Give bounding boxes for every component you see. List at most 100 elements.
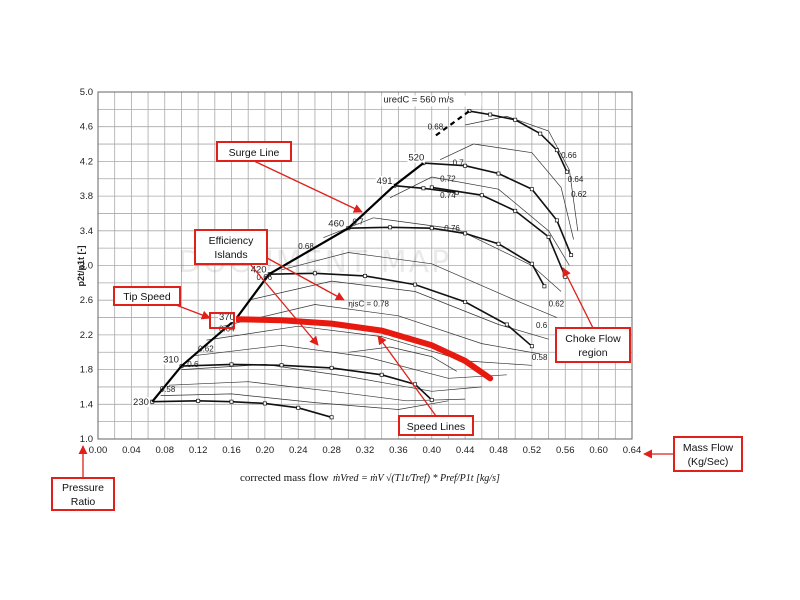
efficiency-label: 0.68: [298, 242, 314, 251]
y-tick-label: 2.2: [80, 330, 93, 341]
x-tick-label: 0.20: [256, 445, 275, 456]
x-tick-label: 0.12: [189, 445, 208, 456]
efficiency-label: 0.62: [571, 190, 587, 199]
speed-line-marker: [296, 405, 301, 410]
speed-line-marker: [196, 398, 201, 403]
speed-line-marker: [554, 218, 559, 223]
speed-line-marker: [513, 208, 518, 213]
efficiency-label: 0.64: [568, 175, 584, 184]
speed-line-marker: [463, 231, 468, 236]
efficiency-isoline: [248, 280, 549, 340]
efficiency-isoline: [281, 252, 558, 318]
efficiency-islands-arrow-1: [266, 257, 345, 301]
speed-line-marker: [546, 234, 551, 239]
mass-flow-box: [673, 436, 743, 472]
efficiency-isoline: [389, 176, 570, 266]
speed-title-bg: [381, 95, 482, 107]
efficiency-isoline: [323, 217, 562, 292]
speed-label-bg: [132, 397, 151, 408]
speed-line: [469, 110, 568, 173]
y-tick-label: 5.0: [80, 87, 93, 98]
efficiency-islands-arrow-2: [249, 263, 319, 346]
y-tick-label: 2.6: [80, 295, 93, 306]
x-tick-label: 0.52: [523, 445, 542, 456]
speed-title-label: uredC = 560 m/s: [383, 94, 454, 105]
tip-speed-box: [113, 286, 181, 306]
x-tick-label: 0.08: [156, 445, 175, 456]
speed-line-marker: [496, 241, 501, 246]
speed-label-bg: [407, 152, 426, 163]
pressure-ratio-label-2: Ratio: [71, 496, 96, 508]
speed-line-marker: [429, 398, 434, 402]
pressure-ratio-box: [51, 477, 115, 511]
tip-speed-value-box: [209, 312, 235, 329]
speed-line-marker: [479, 193, 484, 198]
y-tick-label: 4.6: [80, 122, 93, 133]
surge-line-label: Surge Line: [229, 147, 280, 159]
speed-lines-arrow: [377, 335, 437, 417]
speed-line-marker: [329, 415, 334, 420]
efficiency-isoline: [465, 115, 579, 231]
x-tick-label: 0.60: [589, 445, 608, 456]
x-tick-label: 0.44: [456, 445, 475, 456]
speed-lines-label: Speed Lines: [407, 421, 465, 433]
x-tick-label: 0.24: [289, 445, 308, 456]
x-tick-label: 0.28: [322, 445, 341, 456]
speed-line-marker: [529, 344, 534, 349]
speed-line-marker: [504, 322, 509, 327]
surge-line-arrow: [253, 160, 363, 213]
efficiency-isoline: [206, 325, 532, 366]
efficiency-isoline: [181, 364, 482, 392]
efficiency-label: 0.76: [444, 224, 460, 233]
speed-line-marker: [564, 169, 569, 174]
speed-label-bg: [375, 175, 394, 186]
x-axis-formula: ṁVred = ṁV √(T1t/Tref) * Pref/P1t [kg/s]: [333, 473, 500, 484]
speed-line-marker: [329, 365, 334, 370]
speed-line-marker: [529, 187, 534, 192]
x-axis-title: corrected mass flow: [240, 472, 329, 484]
speed-line-marker: [421, 186, 426, 191]
efficiency-label: 0.74: [440, 191, 456, 200]
efficiency-label: 0.72: [440, 174, 456, 183]
y-axis-title: p2t/p1t [-]: [76, 246, 86, 287]
efficiency-label: 0.62: [549, 299, 565, 308]
y-tick-label: 4.2: [80, 156, 93, 167]
efficiency-islands-label-1: Efficiency: [209, 235, 254, 247]
speed-label: 420: [251, 264, 267, 275]
tip-speed-arrow: [175, 304, 211, 320]
speed-line-marker: [429, 185, 434, 190]
pressure-ratio-label-1: Pressure: [62, 482, 104, 494]
y-tick-label: 3.8: [80, 191, 93, 202]
efficiency-label: 0.58: [532, 353, 548, 362]
annotations: Surge Line Efficiency Islands Tip Speed …: [51, 141, 743, 511]
choke-flow-label-1: Choke Flow: [565, 333, 621, 345]
efficiency-label: 0.66: [257, 273, 273, 282]
speed-label: 520: [408, 153, 424, 164]
speed-line-marker: [312, 271, 317, 276]
speed-label-bg: [217, 312, 236, 323]
speed-line-marker: [388, 225, 392, 230]
speed-line-marker: [379, 372, 384, 377]
tip-speed-line: [232, 316, 494, 382]
speed-line-marker: [229, 399, 234, 404]
efficiency-label: 0.6: [187, 360, 199, 369]
efficiency-isoline: [439, 143, 574, 240]
speed-lines: [150, 109, 574, 420]
efficiency-isoline: [223, 304, 541, 355]
speed-line-marker: [513, 117, 518, 122]
y-tick-label: 3.4: [80, 226, 93, 237]
speed-line-marker: [488, 112, 493, 117]
speed-line-marker: [538, 131, 543, 136]
speed-line-marker: [529, 261, 534, 266]
speed-line-marker: [413, 282, 418, 287]
x-tick-label: 0.48: [489, 445, 508, 456]
x-tick-label: 0.64: [623, 445, 642, 456]
efficiency-label: 0.7: [453, 159, 465, 168]
efficiency-isoline: [193, 344, 507, 379]
speed-line-marker: [363, 273, 367, 278]
speed-line: [423, 162, 572, 256]
speed-line: [152, 399, 332, 419]
curve-labels: 230 310 370 420 460 491 520 0.58 0.6 0.62 0.64 0.66…: [132, 94, 587, 408]
speed-line-marker: [496, 171, 501, 176]
x-tick-label: 0.40: [423, 445, 442, 456]
